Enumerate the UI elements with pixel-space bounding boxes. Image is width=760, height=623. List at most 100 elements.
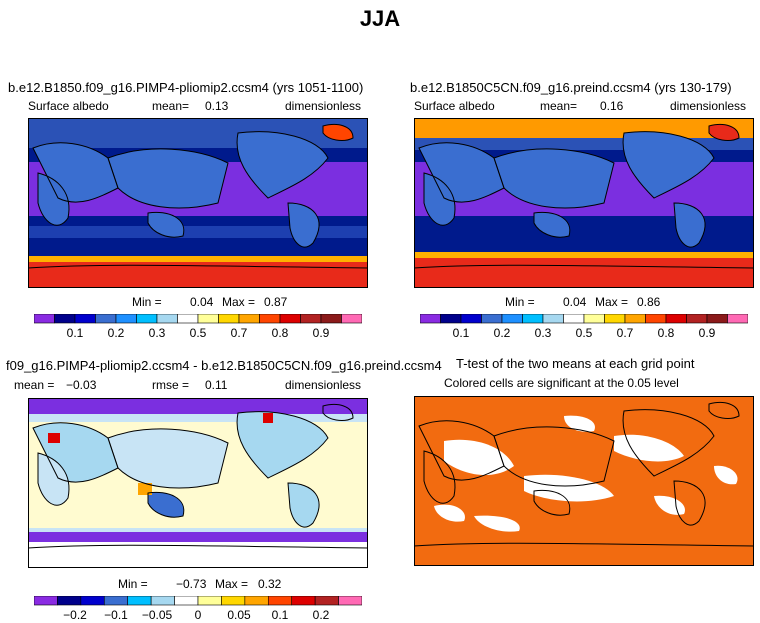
colorbar-difference-label-1: −0.1 xyxy=(104,608,128,622)
colorbar-case-label-6: 0.9 xyxy=(313,326,330,340)
land-north-america xyxy=(237,131,328,198)
map-control xyxy=(414,118,754,288)
coastlines xyxy=(28,124,368,269)
colorbar-difference-swatch-3 xyxy=(103,596,129,606)
panel-diff-min-value: −0.73 xyxy=(176,577,207,591)
panel-case-units: dimensionless xyxy=(285,99,362,113)
panel-control-min-label: Min = xyxy=(505,295,535,309)
colorbar-case-label-5: 0.8 xyxy=(272,326,289,340)
anomaly-spot xyxy=(48,433,60,443)
colorbar-difference-label-0: −0.2 xyxy=(63,608,87,622)
panel-diff-max-label: Max = xyxy=(215,577,249,591)
colorbar-case-swatch-13 xyxy=(300,314,322,324)
colorbar-difference-label-4: 0.05 xyxy=(227,608,251,622)
colorbar-difference-swatch-10 xyxy=(267,596,293,606)
panel-ttest-subtitle: Colored cells are significant at the 0.0… xyxy=(444,376,679,390)
colorbar-difference-swatch-0 xyxy=(34,596,58,606)
land-south-america xyxy=(288,203,319,248)
antarctic-band xyxy=(28,542,368,568)
colorbar-control: 0.1 0.2 0.3 0.5 0.7 0.8 0.9 xyxy=(420,314,748,340)
colorbar-difference-swatch-4 xyxy=(127,596,152,606)
antarctic-band xyxy=(414,254,754,288)
colorbar-case-swatch-6 xyxy=(156,314,178,324)
panel-control-variable: Surface albedo xyxy=(414,99,495,113)
land-greenland xyxy=(709,124,739,141)
colorbar-control-swatch-7 xyxy=(563,314,585,324)
north-band xyxy=(28,414,368,422)
panel-control-title: b.e12.B1850C5CN.f09_g16.preind.ccsm4 (yr… xyxy=(410,80,732,95)
colorbar-case-swatch-15 xyxy=(341,314,362,324)
map-frame xyxy=(414,396,754,566)
panel-diff-min-label: Min = xyxy=(118,577,148,591)
coastlines xyxy=(28,404,368,549)
colorbar-case-swatch-2 xyxy=(74,314,96,324)
coastlines xyxy=(414,402,754,547)
land-africa xyxy=(38,453,69,506)
land-greenland xyxy=(323,124,353,141)
colorbar-control-swatch-2 xyxy=(460,314,482,324)
colorbar-case-swatch-11 xyxy=(259,314,281,324)
colorbar-difference-swatch-6 xyxy=(174,596,199,606)
land-north-america xyxy=(237,411,328,478)
panel-diff-title: f09_g16.PIMP4-pliomip2.ccsm4 - b.e12.B18… xyxy=(6,358,442,373)
land-south-america xyxy=(288,483,319,528)
colorbar-case-swatch-1 xyxy=(54,314,76,324)
colorbar-difference-label-5: 0.1 xyxy=(272,608,289,622)
colorbar-control-label-3: 0.5 xyxy=(576,326,593,340)
south-ocean-band-2 xyxy=(28,226,368,238)
land-africa xyxy=(424,173,455,226)
land-africa xyxy=(38,173,69,226)
colorbar-difference-label-3: 0 xyxy=(195,608,202,622)
colorbar-case-swatch-14 xyxy=(320,314,342,324)
map-ttest xyxy=(414,396,754,566)
colorbar-control-swatch-12 xyxy=(665,314,687,324)
colorbar-case-swatch-5 xyxy=(136,314,158,324)
colorbar-control-label-6: 0.9 xyxy=(699,326,716,340)
colorbar-difference-label-2: −0.05 xyxy=(142,608,173,622)
land-australia xyxy=(534,212,570,238)
colorbar-case: 0.1 0.2 0.3 0.5 0.7 0.8 0.9 xyxy=(34,314,362,340)
map-case xyxy=(28,118,368,288)
colorbar-control-swatch-5 xyxy=(522,314,544,324)
panel-control-mean-label: mean= xyxy=(540,99,578,113)
colorbar-control-label-0: 0.1 xyxy=(453,326,470,340)
colorbar-difference-swatch-5 xyxy=(150,596,175,606)
panel-diff-rmse-label: rmse = xyxy=(152,378,190,392)
sea-ice-edge xyxy=(414,252,754,258)
colorbar-difference: −0.2 −0.1 −0.05 0 0.05 0.1 0.2 xyxy=(34,596,362,622)
colorbar-control-swatch-15 xyxy=(727,314,748,324)
land-asia xyxy=(108,428,228,488)
colorbar-control-label-5: 0.8 xyxy=(658,326,675,340)
arctic-band xyxy=(28,398,368,414)
colorbar-case-label-4: 0.7 xyxy=(231,326,248,340)
panel-control-max-value: 0.86 xyxy=(637,295,661,309)
colorbar-case-swatch-10 xyxy=(238,314,260,324)
panel-case-min-value: 0.04 xyxy=(190,295,214,309)
colorbar-control-swatch-14 xyxy=(706,314,728,324)
panel-case-max-value: 0.87 xyxy=(264,295,288,309)
colorbar-control-swatch-6 xyxy=(542,314,564,324)
colorbar-control-swatch-8 xyxy=(583,314,605,324)
panel-case-title: b.e12.B1850.f09_g16.PIMP4-pliomip2.ccsm4… xyxy=(8,80,364,95)
colorbar-difference-swatch-12 xyxy=(314,596,339,606)
colorbar-control-swatch-1 xyxy=(440,314,462,324)
colorbar-case-label-0: 0.1 xyxy=(67,326,84,340)
colorbar-difference-swatch-11 xyxy=(291,596,316,606)
colorbar-case-swatch-12 xyxy=(279,314,301,324)
panel-ttest-title: T-test of the two means at each grid poi… xyxy=(456,356,695,371)
panel-control-units: dimensionless xyxy=(670,99,747,113)
panel-diff-mean-label: mean = xyxy=(14,378,55,392)
panel-diff-max-value: 0.32 xyxy=(258,577,282,591)
panel-case-variable: Surface albedo xyxy=(28,99,109,113)
map-frame xyxy=(414,118,754,288)
land-australia xyxy=(148,212,184,238)
land-north-america xyxy=(623,131,714,198)
panel-control-min-value: 0.04 xyxy=(563,295,587,309)
panel-control-mean-value: 0.16 xyxy=(600,99,624,113)
colorbar-control-swatch-13 xyxy=(686,314,708,324)
colorbar-case-label-2: 0.3 xyxy=(149,326,166,340)
colorbar-case-swatch-0 xyxy=(34,314,55,324)
panel-case-mean-label: mean= xyxy=(152,99,190,113)
colorbar-case-label-1: 0.2 xyxy=(108,326,125,340)
colorbar-case-swatch-3 xyxy=(95,314,117,324)
